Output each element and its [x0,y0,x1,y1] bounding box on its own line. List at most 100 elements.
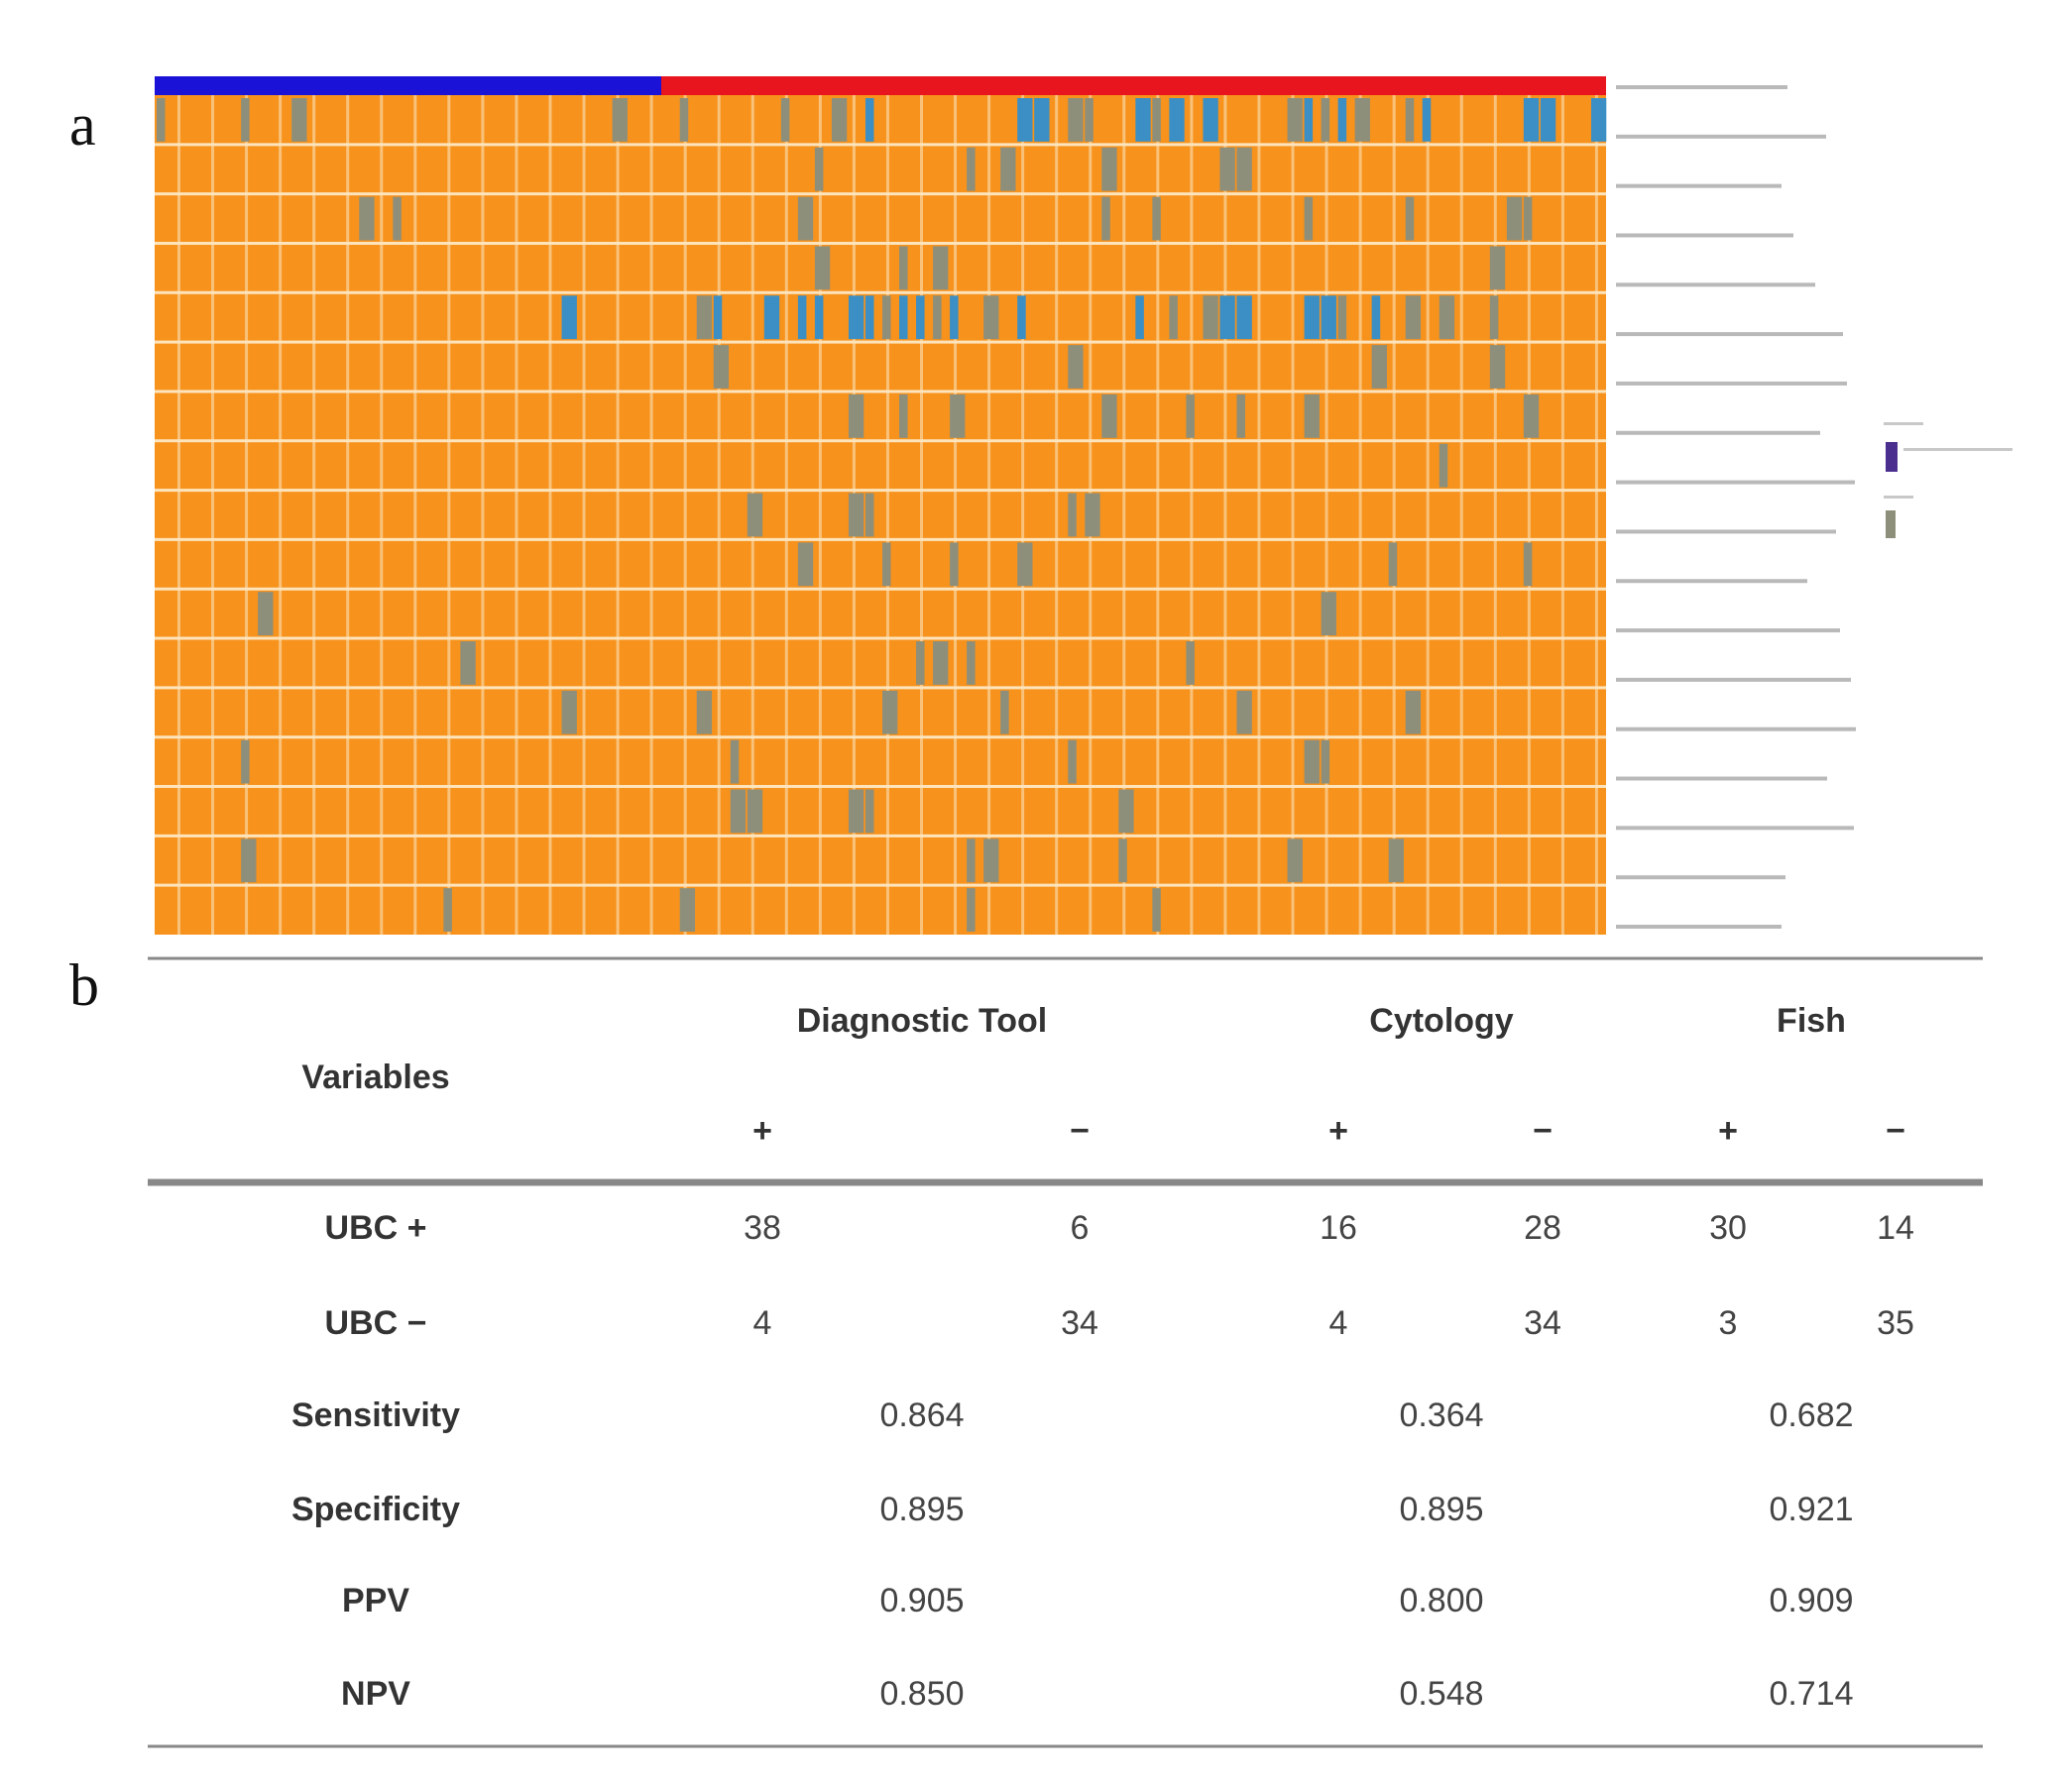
column-stripe [1223,95,1227,935]
heatmap-cell [1523,393,1540,438]
heatmap-cell [1321,739,1330,784]
table-cell: 14 [1877,1209,1914,1247]
column-stripe [279,95,283,935]
heatmap-cell [1405,98,1415,142]
heatmap-cell [1337,295,1347,340]
heatmap-cell [864,295,874,340]
column-stripe [1392,95,1396,935]
heatmap-cell [1068,739,1077,784]
heatmap-cell [899,393,908,438]
row-label-placeholder [1616,332,1843,337]
heatmap-cell [1489,246,1506,290]
row-label: UBC − [325,1304,427,1342]
heatmap-cell [730,789,747,834]
heatmap-cell [561,690,577,734]
heatmap-cell [730,739,740,784]
legend-line [1884,496,1913,499]
column-stripe [784,95,788,935]
table-cell: 6 [1071,1209,1090,1247]
heatmap-cell [241,98,250,142]
heatmap-cell [797,542,814,587]
heatmap-cell [1523,542,1533,587]
table: Variables Diagnostic Tool Cytology Fish + − + −… [291,1002,1914,1713]
table-cell: 34 [1061,1304,1098,1342]
heatmap-cell [1169,295,1178,340]
table-cell: 0.850 [879,1675,964,1713]
legend-line [1884,422,1923,425]
heatmap-cell [1439,295,1455,340]
heatmap-cell [864,98,874,142]
column-stripe [954,95,958,935]
heatmap-cell [258,592,274,636]
heatmap-cell [1337,98,1347,142]
column-stripe [176,95,180,935]
table-cell: 0.682 [1769,1396,1853,1434]
heatmap-cell [899,246,908,290]
sign-header: − [1886,1112,1905,1150]
sign-header: + [752,1112,772,1150]
heatmap-cell [1304,295,1320,340]
heatmap-cell [1017,542,1033,587]
table-cell: 0.800 [1399,1582,1483,1619]
heatmap-cell [1388,838,1405,883]
heatmap-cell [1068,345,1084,389]
heatmap-cell [848,493,864,537]
column-stripe [481,95,485,935]
heatmap-cell [1236,295,1252,340]
sign-header: + [1328,1112,1348,1150]
heatmap-cell [1354,98,1370,142]
heatmap-cell [1321,592,1336,636]
row-label-placeholder [1616,233,1793,238]
row-label-placeholder [1616,677,1851,682]
heatmap-cell [1186,393,1195,438]
table-cell: 3 [1719,1304,1738,1342]
heatmap-cell [814,246,831,290]
row-label-placeholder [1616,381,1847,386]
sign-header: − [1070,1112,1090,1150]
row-label-placeholder [1616,726,1856,731]
heatmap-cell [950,542,959,587]
heatmap-cell [241,739,250,784]
heatmap-cell [916,641,925,685]
heatmap-cell [1118,789,1134,834]
heatmap-cell [1304,393,1320,438]
heatmap-cell [291,98,307,142]
heatmap-cell [561,295,577,340]
heatmap-cell [1203,295,1218,340]
row-label-placeholder [1616,183,1782,188]
column-stripe [1122,95,1126,935]
heatmap-cell [1523,196,1533,241]
heatmap-cell [612,98,628,142]
column-stripe [987,95,991,935]
heatmap-cell [1304,98,1314,142]
heatmap-cell [763,295,780,340]
heatmap-cell [1540,98,1556,142]
heatmap-cell [1287,838,1303,883]
heatmap-cell [1304,739,1320,784]
column-stripe [346,95,350,935]
heatmap-cell [1506,196,1523,241]
heatmap-cell [814,295,824,340]
heatmap-cell [1523,98,1540,142]
group-header: Cytology [1369,1002,1514,1040]
panel-label: a [69,92,96,158]
heatmap-cell [1000,690,1009,734]
table-cell: 0.909 [1769,1582,1853,1619]
column-stripe [515,95,518,935]
column-stripe [1021,95,1025,935]
heatmap-cell [967,147,976,191]
heatmap-cell [882,542,891,587]
heatmap-cell [393,196,402,241]
heatmap-cell [1489,295,1499,340]
heatmap-cell [1590,98,1607,142]
column-stripe [548,95,552,935]
heatmap-cell [780,98,790,142]
heatmap-cell [983,295,999,340]
heatmap-cell [679,98,689,142]
heatmap-cell [679,888,696,932]
row-label-placeholder [1616,579,1807,584]
heatmap-cell [1371,295,1381,340]
column-stripe [1190,95,1194,935]
